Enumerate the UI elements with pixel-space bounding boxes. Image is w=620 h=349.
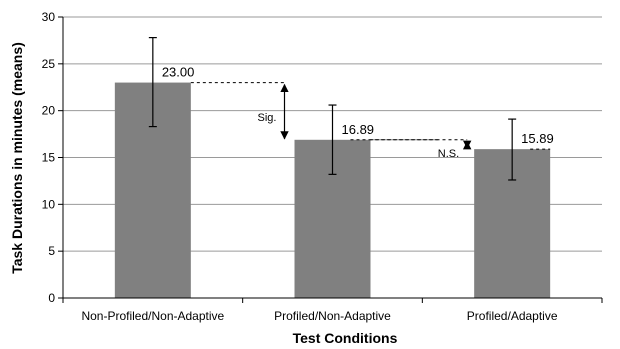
data-label-2: 16.89 (342, 122, 375, 137)
error-bar-1 (148, 37, 157, 128)
annotation-label: N.S. (438, 148, 459, 160)
x-tick-label-3: Profiled/Adaptive (467, 309, 558, 323)
y-tick-label-25: 25 (42, 57, 56, 71)
y-tick-label-10: 10 (42, 197, 56, 211)
annotation-label: Sig. (258, 112, 277, 124)
x-tick-label-1: Non-Profiled/Non-Adaptive (81, 309, 224, 323)
data-labels: Non-Profiled/Non-Adaptive Profiled/Non-Ad… (81, 65, 557, 323)
x-axis-title: Test Conditions (293, 330, 398, 346)
data-label-3: 15.89 (521, 131, 554, 146)
y-axis-title: Task Durations in minutes (means) (9, 42, 25, 274)
y-tick-label-0: 0 (48, 291, 55, 305)
data-label-1: 23.00 (162, 65, 195, 80)
annotation-2: N.S. (370, 139, 551, 160)
y-tick-label-5: 5 (48, 244, 55, 258)
axes: 0 5 10 15 20 25 30 (42, 10, 603, 305)
error-bars (148, 37, 517, 181)
error-bar-2 (328, 104, 337, 175)
y-tick-label-15: 15 (42, 151, 56, 165)
y-tick-label-30: 30 (42, 10, 56, 24)
x-tick-label-2: Profiled/Non-Adaptive (274, 309, 391, 323)
significance-annotations: Sig. N.S. (190, 82, 551, 160)
y-tick-label-20: 20 (42, 104, 56, 118)
error-bar-3 (508, 118, 517, 181)
